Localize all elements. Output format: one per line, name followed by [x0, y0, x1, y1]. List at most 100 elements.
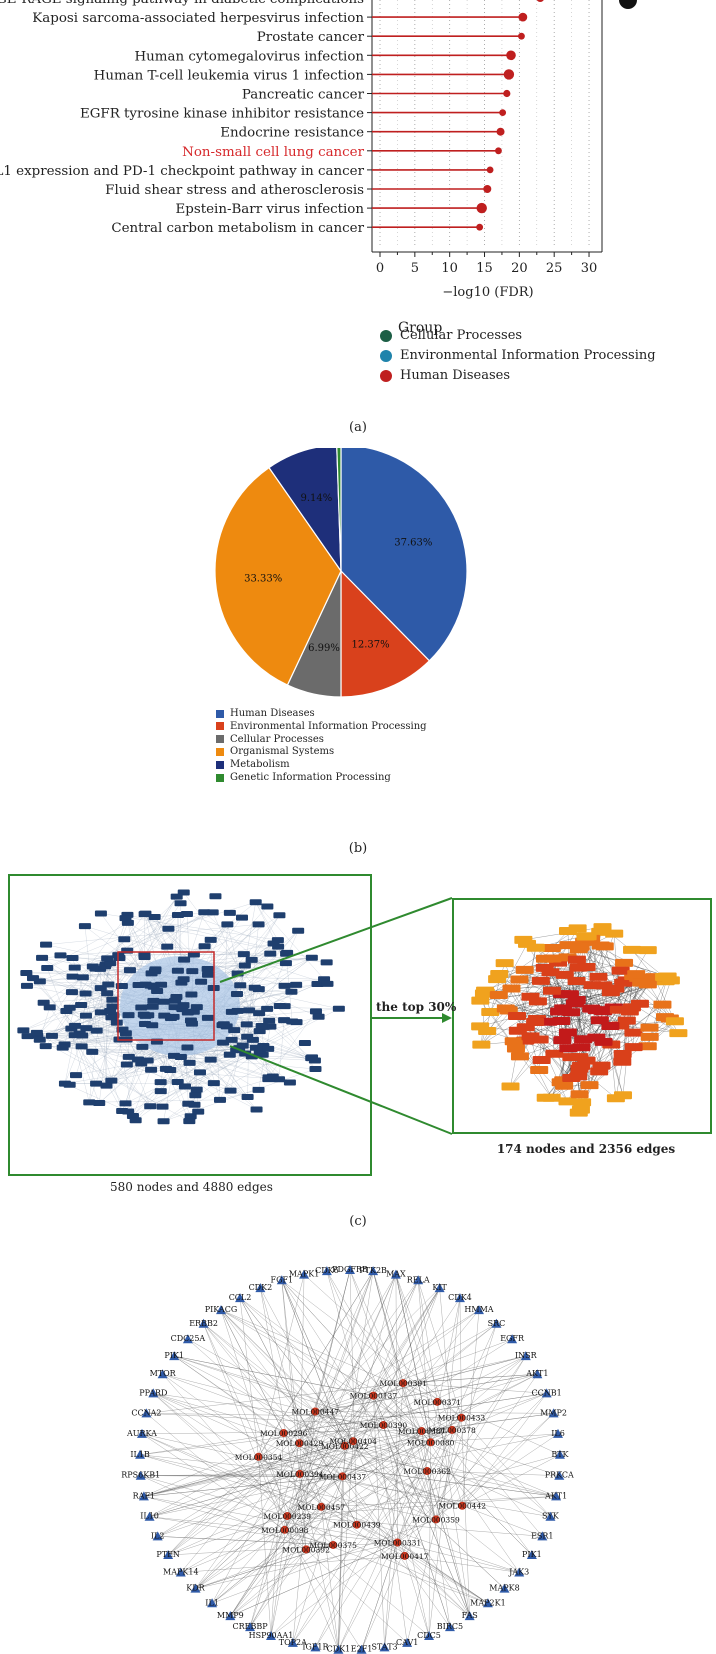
network-node — [202, 971, 215, 978]
network-node — [613, 1049, 632, 1058]
network-node — [201, 1014, 214, 1021]
network-node — [577, 962, 596, 971]
group-legend-item: Cellular Processes — [380, 328, 522, 343]
network-node — [613, 1091, 632, 1100]
panel-b-label: (b) — [348, 841, 368, 856]
network-node — [138, 952, 151, 959]
target-label: SRC — [488, 1319, 506, 1328]
network-node — [119, 915, 132, 922]
target-label: MAP2K1 — [470, 1598, 506, 1607]
network-node — [192, 1108, 205, 1115]
pie-slice — [214, 466, 342, 686]
network-node — [68, 1032, 81, 1039]
network-edge — [315, 1274, 397, 1412]
target-node — [135, 1449, 146, 1459]
target-node — [136, 1428, 147, 1438]
network-node — [250, 1106, 263, 1113]
network-edge — [551, 933, 615, 1098]
network-node — [640, 1023, 659, 1032]
x-axis-title: −log10 (FDR) — [442, 285, 533, 300]
compound-node — [317, 1502, 326, 1511]
compound-node — [433, 1397, 442, 1406]
network-node — [207, 1080, 220, 1087]
group-legend-item: Environmental Information Processing — [380, 348, 656, 363]
full-network-box — [8, 874, 372, 1176]
network-edge — [417, 1280, 438, 1402]
network-node — [305, 954, 318, 961]
network-node — [558, 1028, 577, 1037]
target-label: IGF1R — [302, 1642, 329, 1651]
network-node — [264, 950, 277, 957]
network-edge — [195, 1542, 398, 1589]
network-edge — [183, 892, 316, 1070]
network-edge — [403, 1382, 561, 1455]
pathway-label: EGFR tyrosine kinase inhibitor resistanc… — [80, 107, 364, 122]
target-node — [553, 1428, 564, 1438]
network-node — [569, 1108, 588, 1117]
network-node — [262, 1045, 275, 1052]
network-edge — [212, 912, 265, 1027]
network-edge — [140, 1475, 288, 1517]
network-node — [605, 929, 624, 938]
network-node — [39, 1043, 52, 1050]
target-label: IL2 — [151, 1531, 165, 1540]
target-node — [424, 1631, 435, 1641]
network-edge — [146, 1382, 404, 1414]
network-edge — [150, 1008, 339, 1107]
target-node — [255, 1283, 266, 1293]
network-edge — [119, 1039, 257, 1110]
pie-slice — [268, 448, 342, 574]
network-node — [147, 997, 160, 1004]
network-node — [489, 991, 508, 1000]
target-label: PPARD — [139, 1388, 167, 1397]
target-label: RPS6KB1 — [121, 1471, 160, 1480]
network-node — [138, 911, 151, 918]
network-edge — [426, 1470, 470, 1617]
target-label: CDK2 — [249, 1283, 273, 1292]
x-tick-label: 25 — [546, 261, 563, 276]
network-node — [156, 1103, 169, 1110]
network-node — [627, 970, 646, 979]
x-tick-label: 20 — [511, 261, 528, 276]
network-node — [184, 1017, 197, 1024]
network-node — [273, 912, 286, 919]
compound-node — [329, 1540, 338, 1549]
category-legend-item: Cellular Processes — [216, 734, 324, 745]
target-label: PTK2B — [359, 1266, 387, 1275]
network-edge — [292, 1476, 343, 1643]
network-node — [665, 1017, 684, 1026]
network-edge — [395, 1274, 463, 1506]
pie-value-label: 37.63% — [394, 537, 432, 548]
network-edge — [372, 1271, 437, 1520]
target-node — [141, 1408, 152, 1418]
legend-square-icon — [216, 747, 224, 756]
compound-label: MOL000378 — [428, 1426, 476, 1435]
network-node — [632, 978, 651, 987]
network-edge — [143, 1496, 398, 1543]
pie-slice — [340, 569, 431, 698]
network-node — [159, 1065, 172, 1072]
network-node — [570, 1090, 589, 1099]
network-node — [80, 1025, 93, 1032]
network-node — [201, 965, 214, 972]
network-node — [223, 909, 236, 916]
network-node — [120, 1061, 133, 1068]
network-edge — [249, 1443, 300, 1628]
network-edge — [462, 1310, 480, 1506]
target-node — [345, 1265, 355, 1274]
network-edge — [49, 966, 93, 1008]
pathway-label: AGE-RAGE signaling pathway in diabetic c… — [0, 0, 364, 7]
lollipop-point — [476, 202, 487, 214]
network-edge — [462, 1413, 554, 1506]
network-node — [592, 1061, 611, 1070]
target-label: TOP2A — [279, 1638, 307, 1647]
network-edge — [461, 1417, 551, 1517]
network-node — [30, 1029, 43, 1036]
network-node — [582, 1004, 601, 1013]
compound-label: MOL000354 — [235, 1453, 283, 1462]
network-edge — [46, 924, 259, 945]
network-node — [521, 1032, 540, 1041]
network-edge — [174, 1055, 316, 1070]
compound-node — [423, 1467, 432, 1476]
target-node — [299, 1269, 310, 1279]
